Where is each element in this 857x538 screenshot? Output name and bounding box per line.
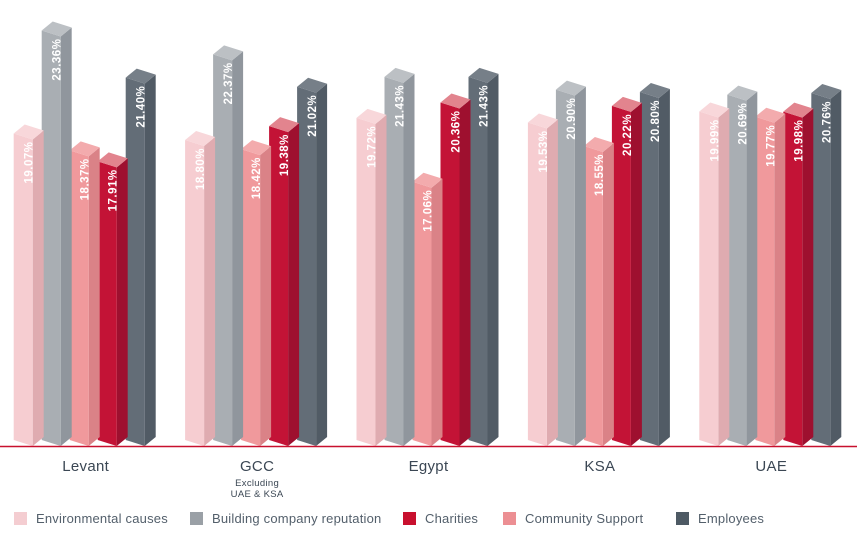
legend-item-community-support: Community Support — [503, 511, 643, 526]
legend-swatch-icon — [403, 512, 416, 525]
category-sublabel: Excluding UAE & KSA — [230, 478, 284, 500]
category-label-text: GCC — [239, 458, 275, 475]
category-label-levant: Levant — [1, 458, 171, 475]
category-label-egypt: Egypt — [344, 458, 514, 475]
bar-employees: 20.80% — [639, 83, 670, 446]
bar-group-uae: 20.76% 19.98% 19.77% 20.69% 19.99% — [699, 83, 842, 447]
bar-value-label: 17.91% — [108, 169, 120, 211]
legend-swatch-icon — [14, 512, 27, 525]
legend-swatch-icon — [503, 512, 516, 525]
bar-environmental-causes: 19.99% — [699, 102, 730, 446]
legend-swatch-icon — [676, 512, 689, 525]
legend-item-building-company-reputation: Building company reputation — [190, 511, 381, 526]
bar-building-company-reputation: 23.36% — [41, 21, 72, 447]
bar-value-label: 17.06% — [423, 190, 435, 232]
legend-item-environmental-causes: Environmental causes — [14, 511, 168, 526]
bar-value-label: 21.43% — [395, 85, 407, 127]
bar-charities: 20.36% — [440, 93, 471, 446]
bar-value-label: 18.80% — [195, 148, 207, 190]
bar-environmental-causes: 18.80% — [185, 131, 216, 446]
bar-value-label: 18.37% — [80, 158, 92, 200]
bar-value-label: 20.69% — [737, 103, 749, 145]
bar-employees: 21.43% — [468, 67, 499, 446]
bar-charities: 20.22% — [611, 96, 642, 447]
bar-value-label: 20.76% — [821, 101, 833, 143]
bar-value-label: 21.43% — [479, 85, 491, 127]
bar-community-support: 18.42% — [241, 140, 272, 446]
legend-item-charities: Charities — [403, 511, 478, 526]
bar-environmental-causes: 19.07% — [13, 124, 44, 446]
bar-environmental-causes: 19.53% — [527, 113, 558, 446]
legend-label: Charities — [425, 511, 479, 526]
bar-charities: 17.91% — [97, 152, 128, 447]
bar-charities: 19.38% — [269, 117, 300, 446]
bar-community-support: 19.77% — [755, 107, 786, 446]
bar-group-gcc: 21.02% 19.38% 18.42% 22.37% 18.80% — [185, 45, 328, 446]
bar-value-label: 19.38% — [279, 134, 291, 176]
legend-label: Environmental causes — [36, 511, 168, 526]
category-label-text: KSA — [584, 458, 616, 475]
category-label-gcc: GCC Excluding UAE & KSA — [172, 458, 342, 500]
bar-group-levant: 21.40% 17.91% 18.37% 23.36% 19.07% — [13, 21, 156, 447]
bar-value-label: 20.90% — [566, 98, 578, 140]
bar-value-label: 20.22% — [622, 114, 634, 156]
bar-value-label: 20.80% — [650, 100, 662, 142]
bar-employees: 21.40% — [125, 68, 156, 446]
bar-charities: 19.98% — [783, 102, 814, 447]
bar-building-company-reputation: 22.37% — [213, 45, 244, 446]
bar-building-company-reputation: 20.90% — [555, 80, 586, 446]
bar-value-label: 19.99% — [709, 119, 721, 161]
bar-value-label: 19.77% — [765, 125, 777, 167]
bar-value-label: 21.40% — [136, 86, 148, 128]
bar-value-label: 20.36% — [451, 111, 463, 153]
bar-value-label: 21.02% — [307, 95, 319, 137]
bar-value-label: 18.55% — [594, 154, 606, 196]
category-label-text: Egypt — [408, 458, 449, 475]
bar-employees: 21.02% — [297, 77, 328, 446]
bar-building-company-reputation: 20.69% — [727, 85, 758, 446]
bar-value-label: 19.53% — [538, 130, 550, 172]
bar-value-label: 18.42% — [251, 157, 263, 199]
legend-item-employees: Employees — [676, 511, 764, 526]
bar-environmental-causes: 19.72% — [356, 108, 387, 447]
bar-value-label: 19.98% — [793, 120, 805, 162]
bar-community-support: 18.55% — [583, 137, 614, 446]
legend-label: Employees — [698, 511, 765, 526]
bar-value-label: 22.37% — [223, 62, 235, 104]
bar-value-label: 19.72% — [367, 126, 379, 168]
bar-building-company-reputation: 21.43% — [384, 67, 415, 446]
legend-swatch-icon — [190, 512, 203, 525]
category-label-uae: UAE — [686, 458, 856, 475]
bar-group-ksa: 20.80% 20.22% 18.55% 20.90% 19.53% — [527, 80, 670, 447]
bar-employees: 20.76% — [811, 83, 842, 447]
legend-label: Building company reputation — [212, 511, 382, 526]
category-label-text: UAE — [755, 458, 788, 475]
legend-label: Community Support — [525, 511, 644, 526]
category-label-ksa: KSA — [515, 458, 685, 475]
bar-community-support: 18.37% — [69, 141, 100, 446]
bar-value-label: 19.07% — [24, 142, 36, 184]
category-label-text: Levant — [62, 458, 110, 475]
bar-community-support: 17.06% — [412, 172, 443, 446]
bar-value-label: 23.36% — [52, 39, 64, 81]
bar-group-egypt: 21.43% 20.36% 17.06% 21.43% 19.72% — [356, 67, 499, 447]
bar-chart-canvas: 21.40% 17.91% 18.37% 23.36% 19.07% 21.02% 19.3… — [0, 21, 857, 448]
